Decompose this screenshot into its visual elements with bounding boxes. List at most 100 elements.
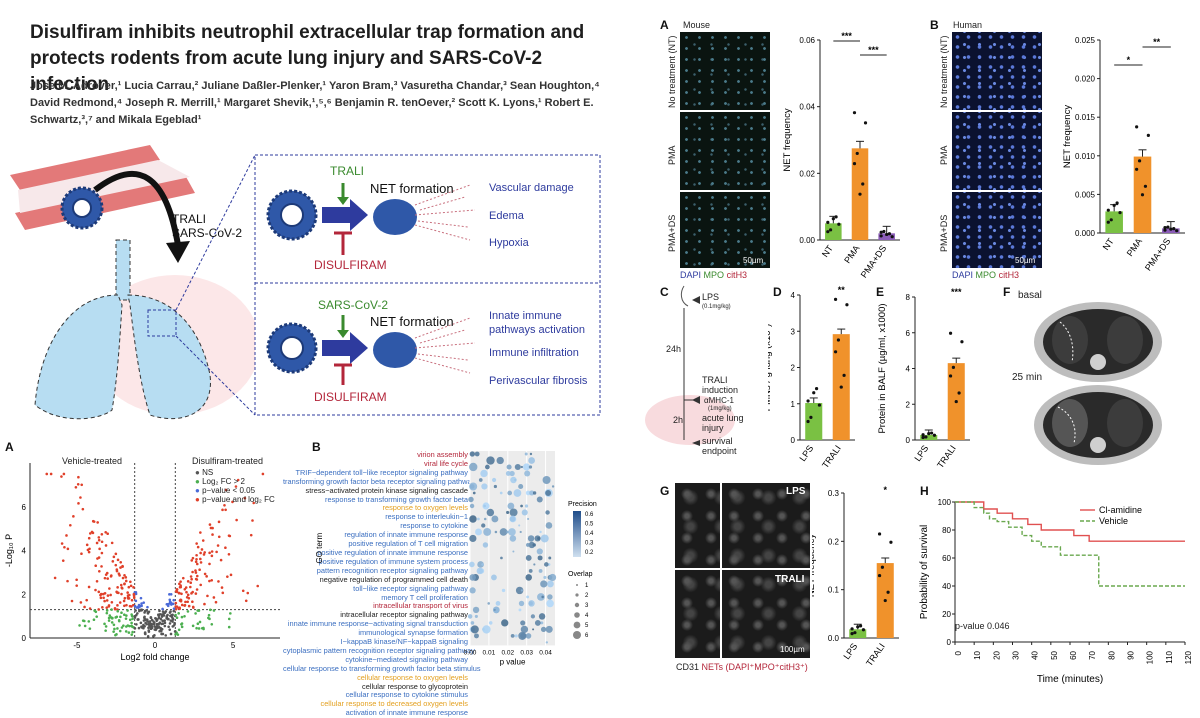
- volcano-point: [228, 534, 232, 538]
- volcano-point: [226, 575, 229, 578]
- volcano-point: [168, 622, 172, 625]
- volcano-point: [189, 575, 193, 578]
- box1-drug: DISULFIRAM: [314, 258, 387, 272]
- go-dot: [472, 606, 480, 614]
- volcano-point: [205, 575, 208, 578]
- volcano-point: [195, 588, 199, 591]
- volcano-point: [220, 586, 224, 589]
- volcano-point: [190, 577, 193, 581]
- volcano-point: [163, 624, 167, 628]
- volcano-point: [111, 616, 114, 620]
- volcano-point: [190, 559, 194, 562]
- data-point: [1172, 227, 1176, 231]
- go-dot: [524, 504, 529, 508]
- go-dot: [494, 530, 498, 534]
- legend-label: Cl-amidine: [1099, 505, 1142, 515]
- data-point: [806, 419, 810, 424]
- volcano-point: [158, 621, 162, 624]
- go-dot: [520, 625, 529, 634]
- volcano-point: [130, 621, 133, 625]
- go-dot: [532, 543, 536, 547]
- y-tick-label: 0.015: [1075, 113, 1096, 122]
- data-point: [889, 540, 893, 544]
- go-term-list: virion assembly viral life cycle TRIF−depe…: [283, 450, 481, 718]
- volcano-point: [118, 629, 122, 633]
- volcano-point: [191, 556, 195, 560]
- data-point: [863, 121, 868, 125]
- data-point: [921, 433, 925, 437]
- volcano-point: [145, 618, 149, 622]
- volcano-point: [104, 629, 107, 632]
- volcano-point: [83, 624, 87, 628]
- volcano-point: [81, 619, 85, 622]
- y-tick-label: 0.020: [1075, 75, 1096, 84]
- go-dot: [500, 556, 503, 560]
- go-dot: [532, 628, 535, 631]
- x-tick-label: 110: [1165, 650, 1174, 663]
- volcano-point: [189, 581, 193, 585]
- data-point: [948, 331, 953, 335]
- volcano-point: [203, 572, 207, 576]
- volcano-point: [104, 530, 107, 534]
- go-term-label: response to cytokine: [400, 521, 468, 531]
- volcano-point: [146, 605, 149, 609]
- data-point: [921, 435, 925, 440]
- panelC-lps-dose: (0.1mg/kg): [702, 304, 731, 310]
- survival-line-1: [955, 501, 1185, 587]
- precision-tick: 0.2: [585, 550, 594, 556]
- go-dot: [512, 550, 515, 553]
- data-point: [853, 631, 857, 635]
- volcano-point: [183, 604, 186, 607]
- volcano-point: [195, 553, 198, 557]
- volcano-point: [114, 563, 118, 567]
- y-tick-label: 0.025: [1075, 36, 1096, 45]
- volcano-point: [45, 472, 49, 476]
- y-tick-label: 0: [947, 638, 952, 647]
- y-tick-label: 0.0: [828, 634, 840, 643]
- volcano-point: [138, 609, 141, 613]
- box2-drug: DISULFIRAM: [314, 390, 387, 404]
- volcano-point: [187, 604, 191, 608]
- volcano-point: [168, 593, 171, 596]
- go-dot: [525, 490, 531, 496]
- go-dot: [493, 608, 496, 611]
- go-dot: [499, 491, 503, 495]
- go-dot: [481, 563, 484, 566]
- volcano-point: [139, 621, 143, 625]
- overlap-tick: 1: [585, 583, 589, 589]
- volcano-point: [178, 585, 182, 589]
- go-dot: [491, 574, 497, 581]
- volcano-point: [195, 562, 199, 566]
- data-point: [812, 391, 816, 395]
- panelF-ct-scans: [1034, 302, 1162, 465]
- volcano-legend-ns: ● NS: [195, 468, 214, 477]
- trigger-arrow: [93, 170, 181, 246]
- data-point: [1146, 133, 1150, 137]
- volcano-point: [105, 611, 109, 615]
- go-dot: [540, 621, 544, 625]
- data-point: [1163, 225, 1167, 230]
- data-point: [814, 387, 819, 391]
- volcano-point: [103, 599, 106, 603]
- significance-mark: **: [838, 285, 846, 295]
- volcano-point: [138, 604, 142, 608]
- volcano-point: [202, 627, 205, 631]
- go-dot: [469, 515, 477, 523]
- precision-legend-title: Precision: [568, 501, 597, 508]
- volcano-point: [153, 628, 157, 631]
- overlap-legend-dot: [575, 593, 579, 597]
- go-dot: [507, 502, 515, 510]
- x-tick-label: 70: [1088, 650, 1097, 659]
- volcano-point: [159, 629, 163, 633]
- volcano-point: [194, 577, 198, 581]
- precision-tick: 0.4: [585, 531, 594, 537]
- volcano-point: [216, 544, 220, 547]
- volcano-point: [152, 620, 155, 623]
- volcano-point: [83, 605, 86, 609]
- volcano-point: [120, 626, 124, 629]
- go-term-label: cellular response to decreased oxygen le…: [320, 699, 469, 709]
- volcano-point: [110, 621, 114, 624]
- go-dot: [501, 588, 506, 593]
- volcano-point: [198, 568, 201, 572]
- volcano-point: [223, 503, 226, 507]
